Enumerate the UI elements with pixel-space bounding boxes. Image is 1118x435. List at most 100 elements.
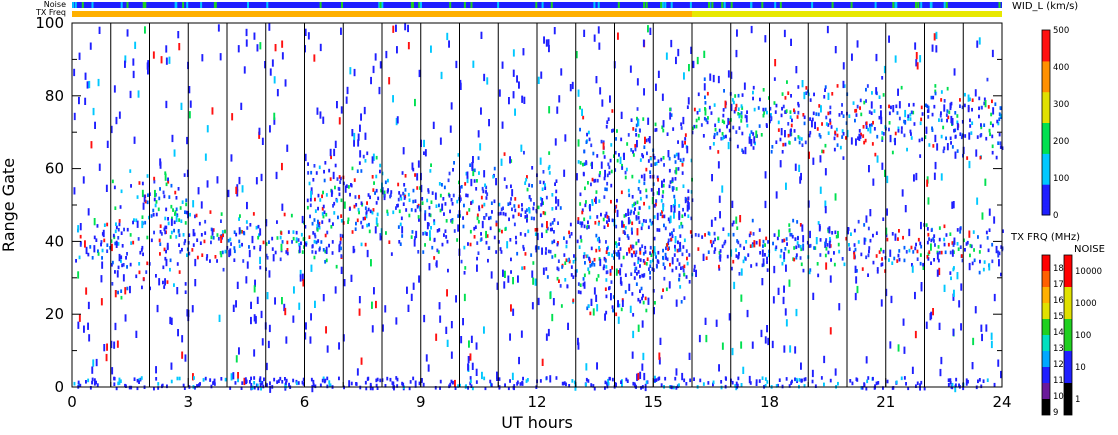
echo-cell (483, 202, 486, 207)
echo-cell (932, 237, 935, 241)
echo-cell (900, 85, 903, 90)
echo-cell (717, 161, 720, 169)
echo-cell (1000, 370, 1002, 379)
echo-cell (246, 226, 249, 230)
echo-cell (528, 209, 531, 214)
echo-cell (790, 94, 792, 98)
echo-cell (233, 258, 236, 262)
echo-cell (113, 382, 116, 386)
echo-cell (916, 62, 919, 70)
echo-cell (152, 51, 155, 59)
echo-cell (106, 249, 109, 253)
echo-cell (718, 195, 721, 203)
echo-cell (598, 246, 600, 250)
echo-cell (741, 93, 744, 97)
echo-cell (585, 382, 587, 387)
echo-cell (336, 199, 339, 203)
echo-cell (386, 209, 389, 214)
echo-cell (913, 122, 916, 126)
echo-cell (728, 313, 731, 321)
echo-cell (295, 237, 298, 241)
echo-cell (761, 376, 764, 380)
echo-cell (509, 238, 512, 242)
echo-cell (395, 117, 398, 126)
echo-cell (586, 254, 589, 258)
echo-cell (510, 257, 512, 262)
echo-cell (770, 150, 773, 154)
echo-cell (674, 244, 676, 249)
echo-cell (662, 120, 665, 128)
echo-cell (469, 163, 472, 167)
echo-cell (286, 248, 289, 252)
echo-cell (577, 290, 580, 294)
echo-cell (466, 211, 469, 216)
echo-cell (748, 375, 751, 384)
echo-cell (804, 377, 807, 381)
echo-cell (679, 285, 682, 289)
echo-cell (106, 140, 109, 148)
echo-cell (360, 220, 363, 225)
echo-cell (414, 199, 417, 203)
echo-cell (221, 230, 224, 234)
echo-cell (705, 256, 708, 260)
echo-cell (339, 233, 342, 238)
echo-cell (257, 235, 260, 240)
echo-cell (930, 228, 933, 232)
echo-cell (854, 265, 857, 273)
echo-cell (668, 156, 671, 161)
echo-cell (946, 109, 949, 113)
echo-cell (940, 90, 943, 94)
echo-cell (396, 377, 399, 382)
echo-cell (600, 161, 603, 169)
echo-cell (857, 219, 860, 224)
echo-cell (503, 281, 506, 289)
echo-cell (414, 173, 416, 177)
echo-cell (626, 379, 629, 383)
echo-cell (212, 236, 215, 240)
echo-cell (484, 183, 486, 188)
echo-cell (641, 363, 644, 371)
echo-cell (109, 246, 112, 250)
echo-cell (951, 241, 954, 245)
echo-cell (356, 169, 359, 173)
noise-tick (920, 2, 923, 8)
echo-cell (195, 213, 198, 218)
echo-cell (673, 205, 676, 213)
echo-cell (545, 195, 548, 200)
echo-cell (595, 248, 598, 253)
width-colorbar-segment (1042, 178, 1050, 182)
echo-cell (120, 259, 122, 263)
noise-tick (319, 2, 322, 8)
echo-cell (169, 267, 171, 272)
echo-cell (268, 240, 270, 244)
echo-cell (581, 221, 584, 225)
echo-cell (284, 307, 287, 316)
echo-cell (322, 376, 325, 381)
echo-cell (261, 137, 264, 145)
echo-cell (575, 269, 578, 273)
echo-cell (117, 227, 120, 232)
echo-cell (447, 268, 449, 273)
echo-cell (776, 236, 779, 241)
echo-cell (192, 243, 195, 247)
echo-cell (122, 274, 125, 282)
echo-cell (746, 110, 748, 114)
echo-cell (544, 183, 546, 187)
echo-cell (612, 128, 615, 133)
echo-cell (984, 178, 987, 186)
echo-cell (990, 112, 993, 117)
echo-cell (253, 32, 256, 40)
echo-cell (798, 140, 801, 145)
echo-cell (645, 194, 648, 199)
echo-cell (483, 326, 485, 334)
echo-cell (436, 229, 439, 233)
echo-cell (89, 245, 92, 249)
echo-cell (471, 162, 474, 170)
echo-cell (959, 104, 961, 108)
echo-cell (583, 217, 586, 222)
echo-cell (856, 285, 859, 294)
echo-cell (712, 382, 714, 387)
echo-cell (856, 40, 859, 48)
echo-cell (654, 202, 657, 207)
echo-cell (603, 176, 606, 181)
